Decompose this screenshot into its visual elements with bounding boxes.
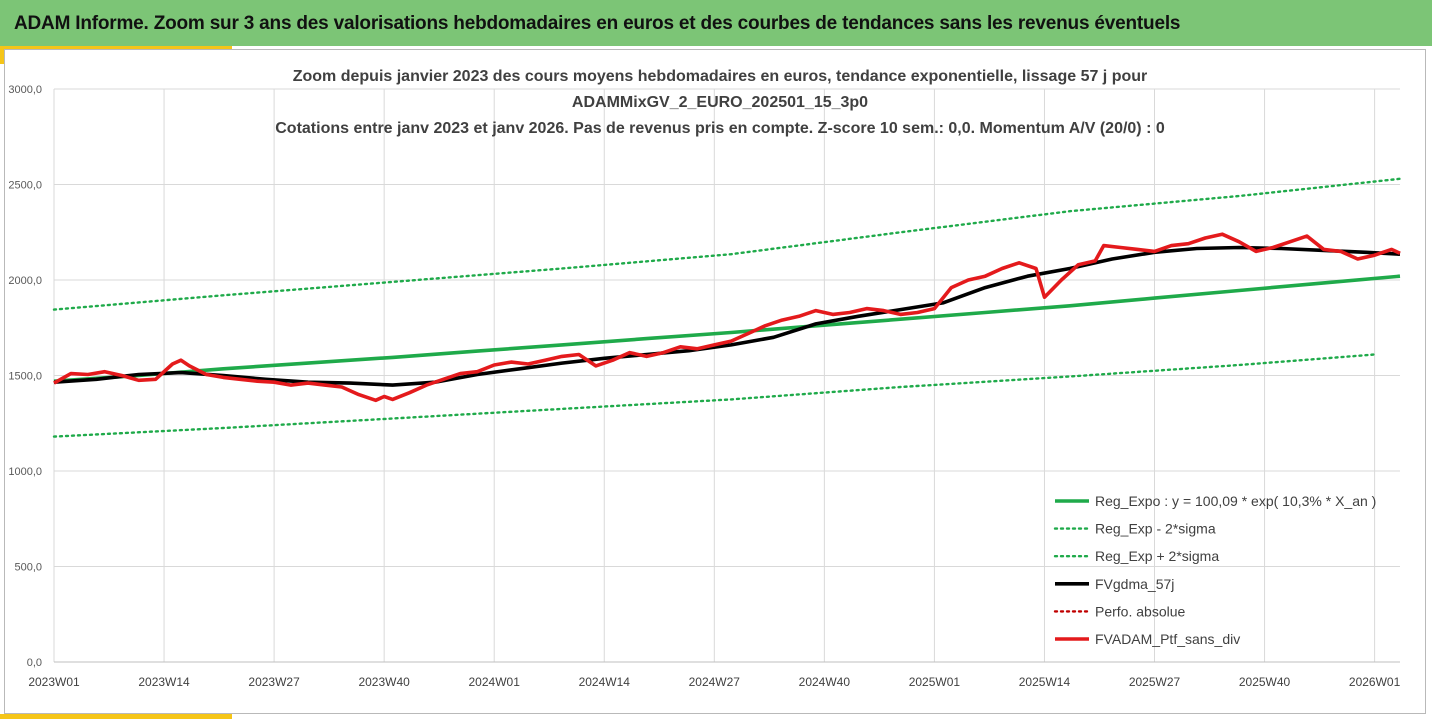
chart-title-line-3: Cotations entre janv 2023 et janv 2026. … (275, 120, 1165, 137)
legend-label-2: Reg_Exp + 2*sigma (1095, 548, 1219, 564)
x-tick-label: 2024W01 (469, 675, 521, 689)
report-banner: ADAM Informe. Zoom sur 3 ans des valoris… (0, 0, 1432, 46)
x-tick-label: 2025W27 (1129, 675, 1181, 689)
y-tick-label: 0,0 (27, 657, 42, 669)
x-tick-label: 2024W40 (799, 675, 851, 689)
chart-titles: Zoom depuis janvier 2023 des cours moyen… (275, 68, 1165, 137)
legend-label-3: FVgdma_57j (1095, 576, 1174, 592)
x-tick-label: 2026W01 (1349, 675, 1401, 689)
y-tick-label: 1500,0 (8, 371, 42, 383)
series-line-3 (53, 245, 1401, 387)
y-tick-label: 1000,0 (8, 466, 42, 478)
series-group (52, 177, 1402, 438)
accent-bar-top (0, 46, 232, 49)
x-tick-label: 2023W01 (28, 675, 80, 689)
legend-label-1: Reg_Exp - 2*sigma (1095, 521, 1216, 537)
legend-label-4: Perfo. absolue (1095, 603, 1185, 619)
series-line-0 (53, 274, 1401, 383)
legend: Reg_Expo : y = 100,09 * exp( 10,3% * X_a… (1053, 493, 1376, 647)
legend-label-5: FVADAM_Ptf_sans_div (1095, 631, 1240, 647)
x-tick-label: 2024W14 (579, 675, 631, 689)
accent-bar-bottom (0, 714, 232, 719)
series-line-2 (52, 177, 1402, 311)
y-tick-label: 2500,0 (8, 180, 42, 192)
x-tick-label: 2023W14 (138, 675, 190, 689)
y-tick-label: 500,0 (14, 562, 42, 574)
accent-bar-left (0, 46, 4, 64)
x-tick-label: 2023W40 (358, 675, 410, 689)
x-tick-label: 2024W27 (689, 675, 741, 689)
series-line-1 (52, 353, 1376, 438)
series-line-5 (53, 232, 1401, 403)
chart-title-line-1: Zoom depuis janvier 2023 des cours moyen… (293, 68, 1148, 85)
report-title: ADAM Informe. Zoom sur 3 ans des valoris… (14, 13, 1181, 34)
axes: 0,0 500,0 1000,0 1500,0 2000,0 2500,0 3000,0 20… (8, 84, 1400, 689)
y-tick-label: 2000,0 (8, 275, 42, 287)
y-tick-label: 3000,0 (8, 84, 42, 96)
chart-frame (4, 49, 1426, 714)
legend-label-0: Reg_Expo : y = 100,09 * exp( 10,3% * X_a… (1095, 493, 1376, 509)
x-tick-label: 2025W40 (1239, 675, 1291, 689)
chart-title-line-2: ADAMMixGV_2_EURO_202501_15_3p0 (572, 94, 868, 111)
x-tick-label: 2025W01 (909, 675, 961, 689)
gridlines (53, 88, 1400, 663)
x-tick-label: 2025W14 (1019, 675, 1071, 689)
x-tick-label: 2023W27 (248, 675, 300, 689)
